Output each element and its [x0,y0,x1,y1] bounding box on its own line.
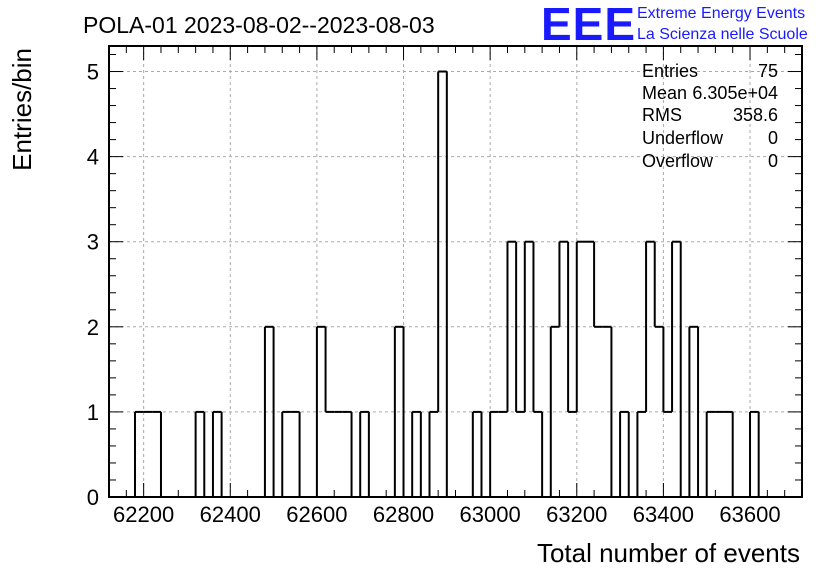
logo-mark: EEE [541,0,636,50]
stat-label-mean: Mean [642,83,687,103]
x-axis-label: Total number of events [537,538,800,568]
stat-value-overflow: 0 [768,151,778,171]
y-axis-label: Entries/bin [7,48,37,171]
stat-value-entries: 75 [758,61,778,81]
stat-label-underflow: Underflow [642,128,724,148]
stat-value-rms: 358.6 [733,105,778,125]
stat-label-entries: Entries [642,61,698,81]
x-tick-label-2: 62600 [286,502,347,527]
y-tick-label-5: 5 [87,60,99,85]
x-tick-label-7: 63600 [719,502,780,527]
x-tick-label-5: 63200 [546,502,607,527]
y-tick-label-2: 2 [87,315,99,340]
logo-line-1: Extreme Energy Events [637,5,805,22]
logo-line-2: La Scienza nelle Scuole [637,26,808,43]
tick-labels: 62200 62400 62600 62800 63000 63200 63400 63600… [87,60,781,527]
chart-title: POLA-01 2023-08-02--2023-08-03 [83,12,435,38]
x-tick-label-3: 62800 [373,502,434,527]
stat-value-underflow: 0 [768,128,778,148]
y-tick-label-1: 1 [87,400,99,425]
stat-label-rms: RMS [642,105,682,125]
stat-value-mean: 6.305e+04 [692,83,778,103]
x-tick-label-4: 63000 [460,502,521,527]
histogram-bars [133,70,760,497]
x-tick-label-0: 62200 [113,502,174,527]
axis-ticks [108,46,803,498]
stats-box: Entries 75 Mean 6.305e+04 RMS 358.6 Unde… [642,61,778,171]
grid-lines [109,46,802,497]
y-tick-label-4: 4 [87,145,99,170]
eee-logo: EEE Extreme Energy Events La Scienza nel… [541,0,808,50]
stat-label-overflow: Overflow [642,151,714,171]
x-tick-label-6: 63400 [633,502,694,527]
x-tick-label-1: 62400 [200,502,261,527]
y-tick-label-0: 0 [87,485,99,510]
y-tick-label-3: 3 [87,230,99,255]
